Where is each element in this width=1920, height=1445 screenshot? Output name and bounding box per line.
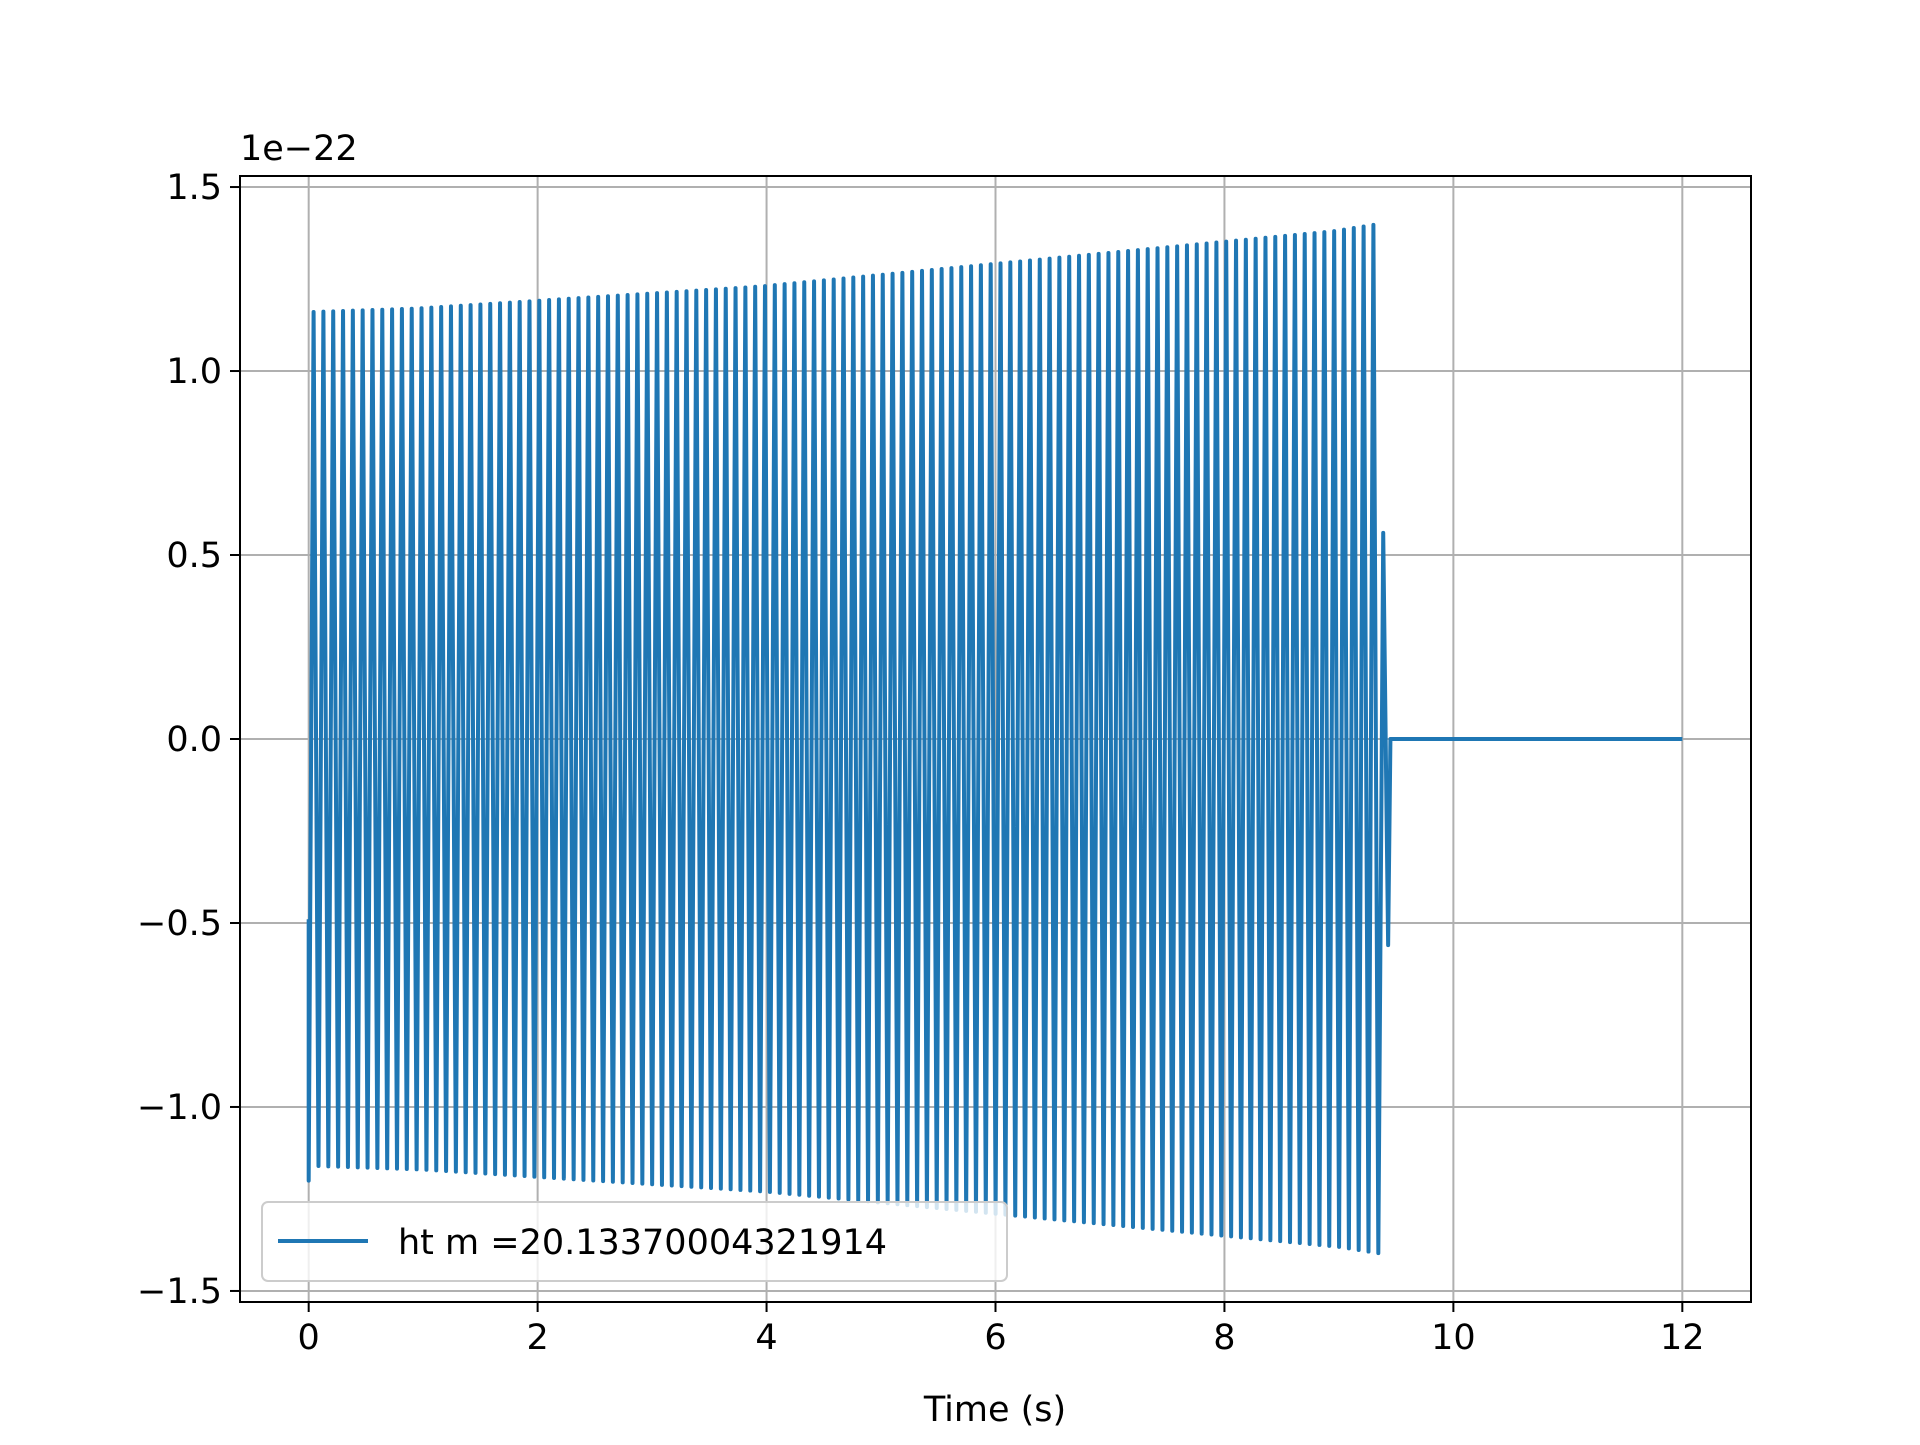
x-tick-label: 0 (298, 1318, 320, 1358)
y-tick-label: −0.5 (137, 904, 222, 944)
y-tick-label: 1.5 (166, 168, 222, 208)
y-tick-label: −1.0 (137, 1088, 222, 1128)
legend-entry-label: ht m =20.13370004321914 (398, 1223, 887, 1263)
y-tick-label: −1.5 (137, 1272, 222, 1312)
y-tick-label: 0.0 (166, 720, 222, 760)
legend-box (261, 1201, 1008, 1282)
x-tick-label: 8 (1213, 1318, 1235, 1358)
x-tick-label: 12 (1660, 1318, 1705, 1358)
x-axis-label: Time (s) (923, 1390, 1066, 1430)
x-tick-label: 6 (984, 1318, 1006, 1358)
x-tick-label: 2 (526, 1318, 548, 1358)
series-layer (306, 222, 1683, 1256)
tick-layer: 0 2 4 6 8 10 12 −1.5 −1.0 −0.5 0.0 0.5 1.0 1.5 (137, 168, 1705, 1358)
legend: ht m =20.13370004321914 (261, 1201, 1008, 1282)
series-line-ht (306, 222, 1683, 1256)
y-tick-label: 0.5 (166, 536, 222, 576)
x-tick-label: 4 (755, 1318, 777, 1358)
y-offset-label: 1e−22 (240, 129, 358, 169)
x-tick-label: 10 (1431, 1318, 1476, 1358)
y-tick-label: 1.0 (166, 352, 222, 392)
